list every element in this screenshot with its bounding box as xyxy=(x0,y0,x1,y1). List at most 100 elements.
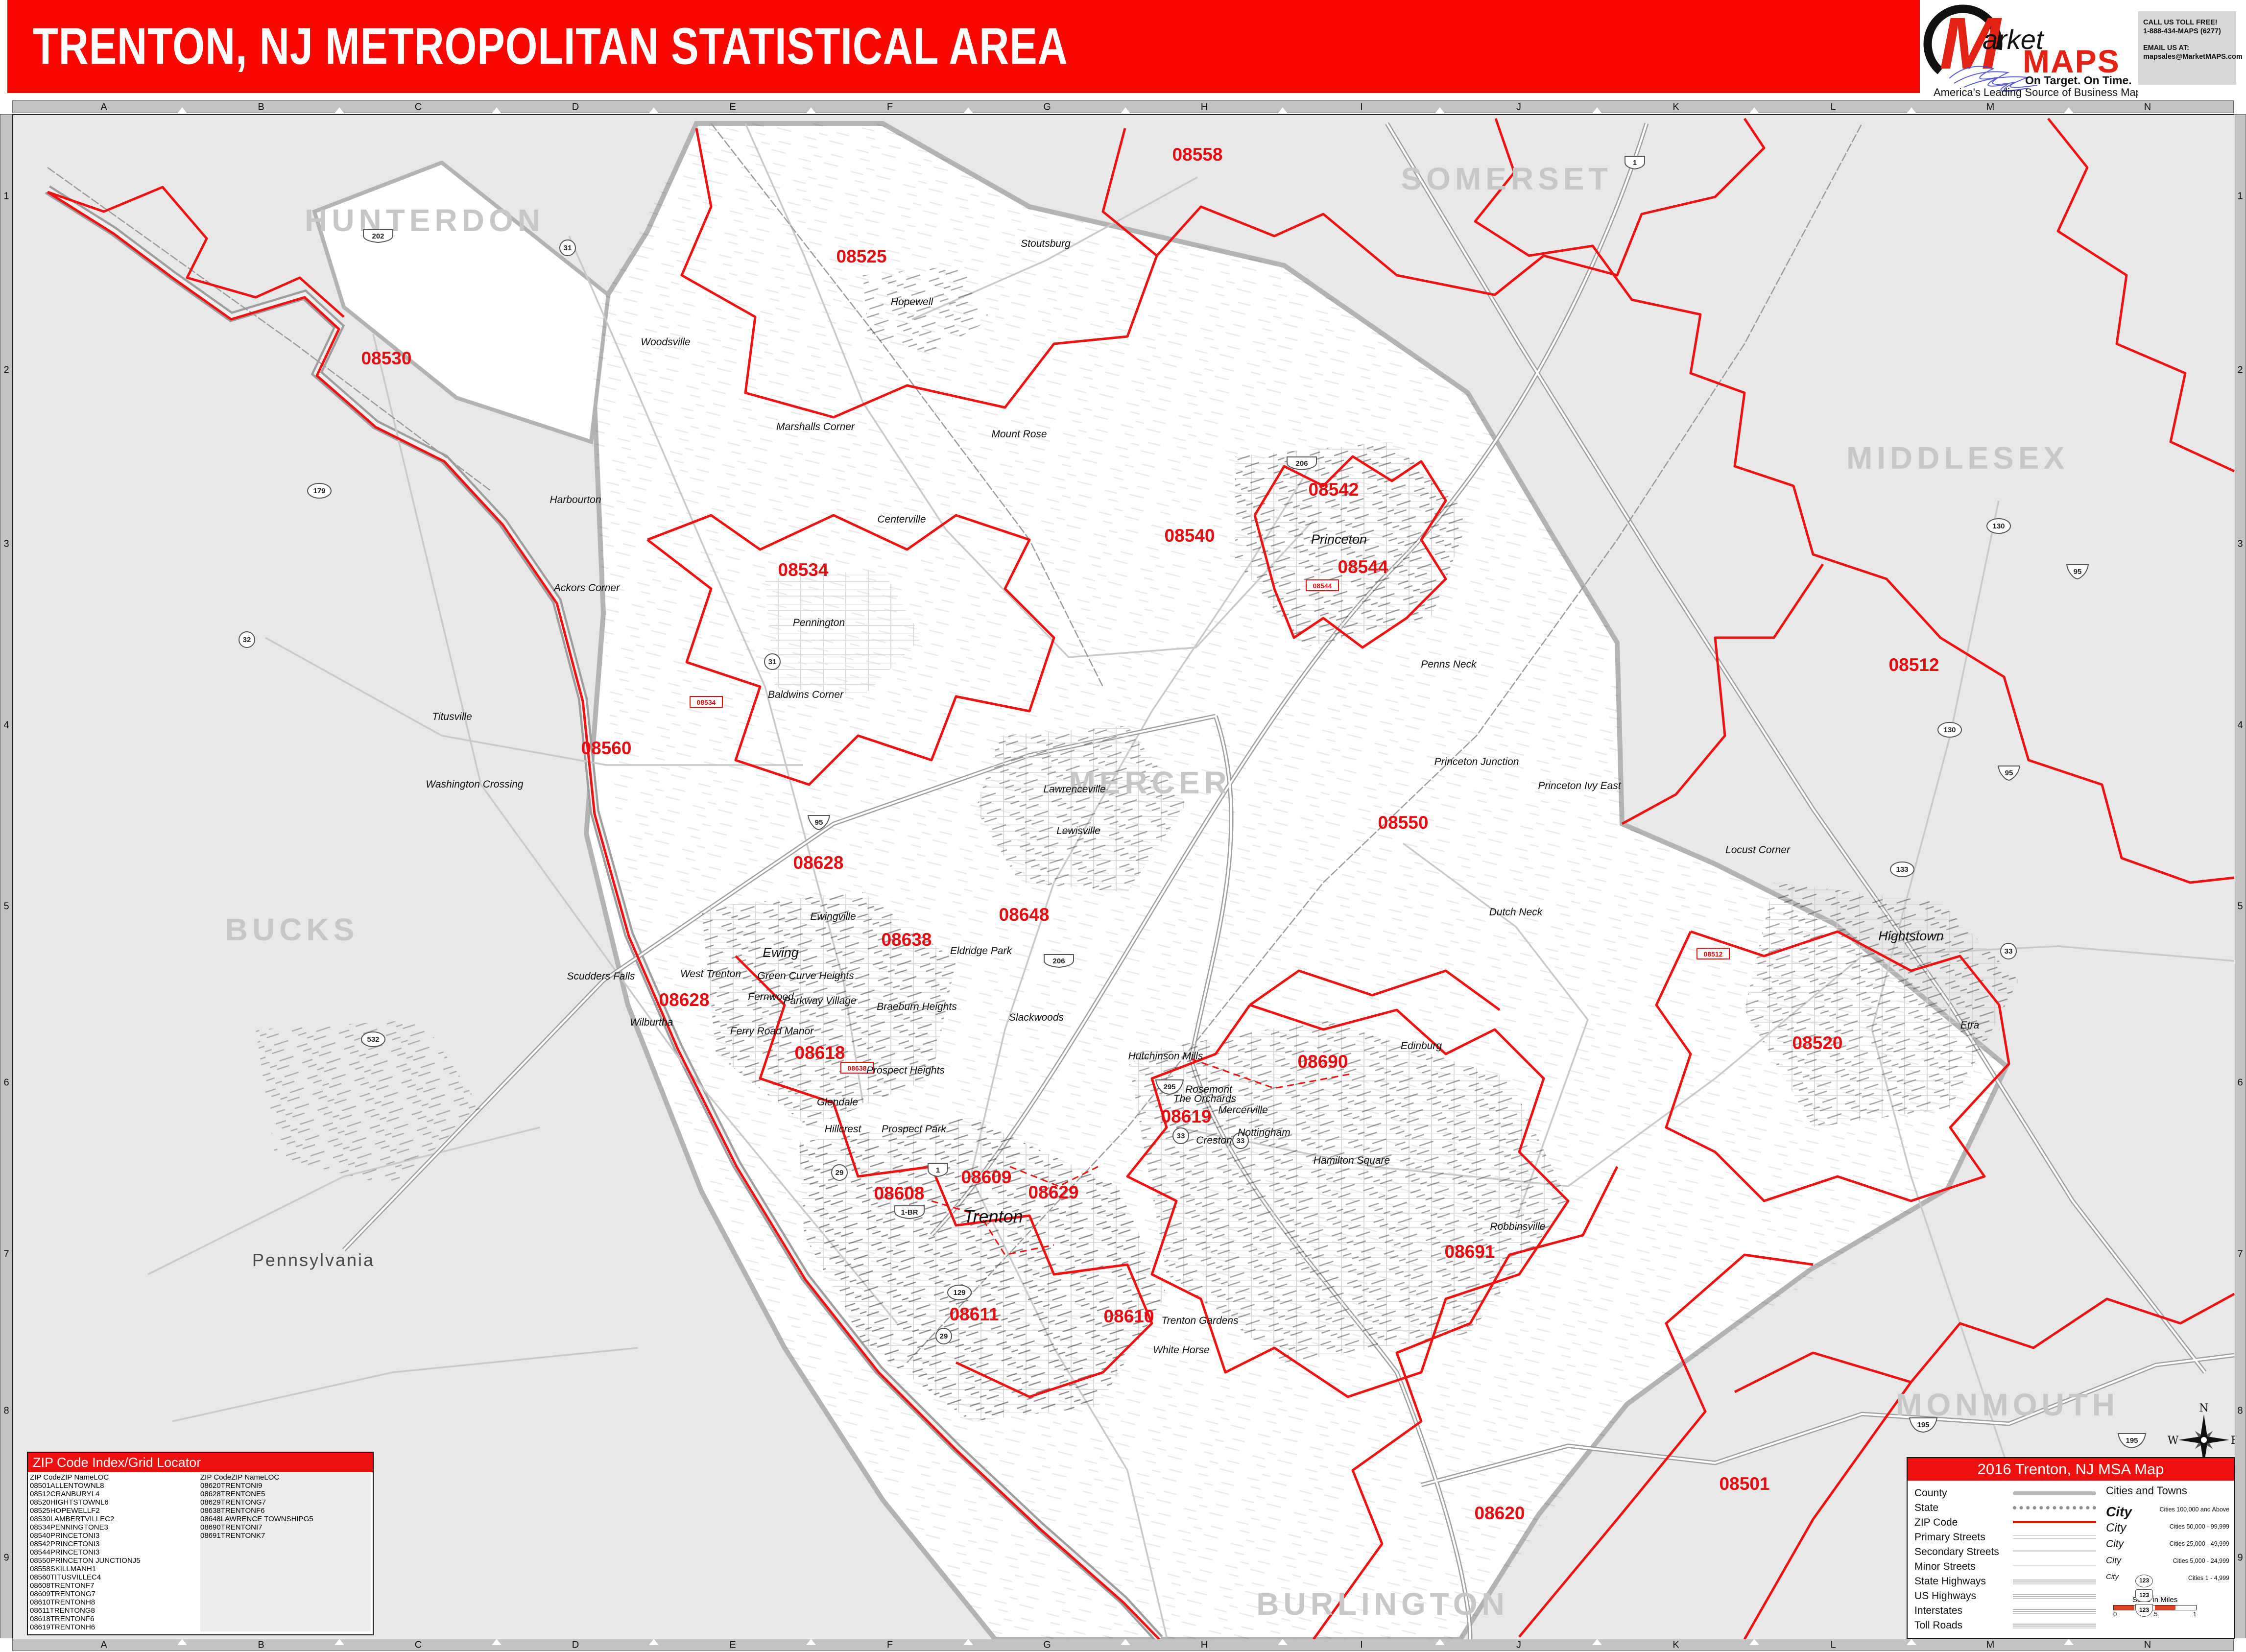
grid-strip-right: 1 2 3 4 5 6 7 8 9 xyxy=(2234,114,2246,1638)
zip-index-cell: F2 xyxy=(91,1507,100,1515)
zip-label: 08520 xyxy=(1792,1033,1843,1053)
zip-index-cell: 08534 xyxy=(30,1523,50,1532)
zip-label: 08530 xyxy=(361,348,412,368)
zip-label: 08542 xyxy=(1309,479,1359,500)
zip-label: 08691 xyxy=(1445,1242,1495,1262)
grid-tick xyxy=(1121,107,1130,114)
zip-index-cell: 08542 xyxy=(30,1540,50,1548)
zip-index-cell: 08540 xyxy=(30,1532,50,1540)
boxed-zip-label: 08544 xyxy=(1306,579,1339,591)
svg-text:33: 33 xyxy=(1237,1137,1245,1145)
grid-col-label: J xyxy=(1516,101,1521,113)
legend-city-sample: City xyxy=(2106,1504,2132,1519)
grid-col-label: C xyxy=(414,1639,422,1651)
zip-index-cell: 08530 xyxy=(30,1515,50,1523)
town-label: Creston xyxy=(1196,1135,1232,1146)
marketmaps-logo-art: M arket MAPS On Target. On Time. America… xyxy=(1923,2,2138,98)
contact-email: mapsales@MarketMAPS.com xyxy=(2143,53,2243,61)
svg-text:08638: 08638 xyxy=(848,1064,867,1072)
zip-index-cell: I7 xyxy=(256,1523,263,1532)
zip-index-table: ZIP Code Index/Grid Locator ZIP Code ZIP … xyxy=(27,1452,374,1635)
scale-bar: Scale in Miles 0 .5 1 xyxy=(2113,1596,2197,1618)
zip-index-group: ZIP Code ZIP Name LOC 08501 ALLENTOWN L8 08512… xyxy=(30,1473,200,1631)
zip-index-cell: PRINCETON JUNCTION xyxy=(50,1556,133,1565)
town-label: Wilburtha xyxy=(630,1017,673,1028)
zip-index-cell: 08611 xyxy=(30,1606,50,1615)
grid-col-label: A xyxy=(100,1639,107,1651)
route-shield: 129 xyxy=(947,1285,972,1300)
zip-index-cell: 08544 xyxy=(30,1548,50,1556)
compass-n: N xyxy=(2199,1402,2208,1414)
zip-index-cell: G5 xyxy=(303,1515,313,1523)
zip-index-cell: 08501 xyxy=(30,1482,50,1490)
zip-index-cell: K7 xyxy=(256,1532,265,1540)
grid-col-label: E xyxy=(729,1639,736,1651)
contact-phone: 1-888-434-MAPS (6277) xyxy=(2143,27,2221,35)
logo-tagline: On Target. On Time. xyxy=(2025,74,2132,87)
route-shield: 130 xyxy=(1986,518,2011,534)
zip-index-row: 08542 PRINCETON I3 xyxy=(30,1540,200,1548)
town-label: Edinburg xyxy=(1401,1040,1442,1052)
legend-item-sample xyxy=(2013,1521,2096,1523)
grid-strip-bottom: A B C D E F G H I J K L M N xyxy=(12,1638,2234,1651)
zip-index-cell: F7 xyxy=(85,1581,95,1590)
svg-text:95: 95 xyxy=(815,818,823,827)
grid-col-label: K xyxy=(1673,1639,1679,1651)
zip-index-title: ZIP Code Index/Grid Locator xyxy=(28,1453,373,1472)
route-shield: 195 xyxy=(1909,1417,1938,1433)
legend-item-label: Toll Roads xyxy=(1914,1620,1963,1631)
town-label: Princeton xyxy=(1311,532,1367,547)
logo-arket: arket xyxy=(1983,24,2045,55)
zip-label: 08619 xyxy=(1161,1106,1212,1126)
legend: 2016 Trenton, NJ MSA Map Cities and Town… xyxy=(1907,1457,2235,1639)
zip-index-cell: TRENTON xyxy=(50,1598,86,1606)
town-label: Centerville xyxy=(877,514,926,525)
zip-index-cell: F6 xyxy=(85,1615,95,1623)
town-label: Prospect Heights xyxy=(866,1065,945,1076)
grid-tick xyxy=(1592,107,1602,114)
legend-item-label: Secondary Streets xyxy=(1914,1546,1999,1557)
legend-city-sample: City xyxy=(2106,1521,2127,1534)
grid-row-label: 9 xyxy=(2237,1552,2243,1563)
zip-index-cell: J5 xyxy=(132,1556,141,1565)
zip-index-row: 08611 TRENTON G8 xyxy=(30,1606,200,1615)
zip-label: 08501 xyxy=(1720,1474,1770,1494)
svg-text:08534: 08534 xyxy=(697,698,716,706)
legend-item-label: State xyxy=(1914,1502,1939,1513)
svg-text:33: 33 xyxy=(2005,947,2013,956)
legend-city-class: City Cities 50,000 - 99,999 xyxy=(2106,1521,2229,1535)
map-canvas: N E S W HUNTERDONSOMERSETMIDDLESEXBUCKSM… xyxy=(12,114,2235,1639)
town-label: Baldwins Corner xyxy=(768,689,844,700)
zip-label: 08628 xyxy=(793,853,844,873)
legend-shield-sample: 123 xyxy=(2135,1589,2153,1602)
zip-label: 08534 xyxy=(778,560,829,580)
grid-tick xyxy=(492,107,502,114)
zip-label: 08544 xyxy=(1338,557,1388,577)
railroads xyxy=(47,123,1863,1363)
legend-city-sample: City xyxy=(2106,1556,2121,1565)
boxed-zip-label: 08512 xyxy=(1696,948,1730,959)
zip-index-cell: 08619 xyxy=(30,1623,50,1631)
town-label: Princeton Junction xyxy=(1434,756,1519,767)
zip-index-row: 08525 HOPEWELL F2 xyxy=(30,1507,200,1515)
town-label: Harbourton xyxy=(550,494,601,505)
zip-index-cell: I3 xyxy=(93,1548,100,1556)
zip-index-cell: PRINCETON xyxy=(50,1540,94,1548)
county-label: MONMOUTH xyxy=(1896,1387,2119,1422)
zip-index-header-cell: ZIP Code xyxy=(200,1473,232,1482)
legend-item-label: State Highways xyxy=(1914,1576,1986,1587)
svg-text:532: 532 xyxy=(367,1035,379,1044)
grid-col-label: G xyxy=(1043,1639,1051,1651)
zip-index-row: 08618 TRENTON F6 xyxy=(30,1615,200,1623)
logo-subline: America's Leading Source of Business Map… xyxy=(1934,86,2138,98)
zip-index-cell: 08638 xyxy=(200,1507,221,1515)
zip-label: 08609 xyxy=(961,1167,1012,1187)
zip-index-header: ZIP Code ZIP Name LOC xyxy=(30,1473,200,1482)
grid-col-label: M xyxy=(1986,1639,1995,1651)
scale-title: Scale in Miles xyxy=(2132,1596,2178,1604)
legend-item-label: ZIP Code xyxy=(1914,1517,1958,1528)
logo-scribble xyxy=(1949,66,2038,92)
town-label: Hillcrest xyxy=(825,1124,862,1135)
zip-index-cell: TRENTON xyxy=(50,1615,86,1623)
compass-w: W xyxy=(2168,1435,2179,1447)
